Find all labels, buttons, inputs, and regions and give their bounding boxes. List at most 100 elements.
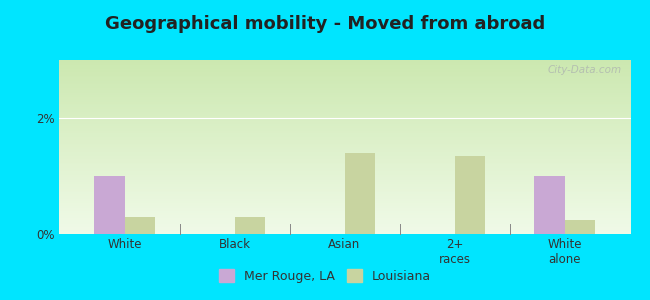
Bar xyxy=(58,199,630,201)
Bar xyxy=(125,217,155,234)
Bar xyxy=(58,168,630,170)
Bar xyxy=(58,138,630,140)
Bar xyxy=(58,81,630,82)
Bar xyxy=(58,166,630,168)
Bar xyxy=(58,121,630,123)
Bar xyxy=(58,93,630,95)
Bar xyxy=(58,220,630,222)
Bar xyxy=(58,67,630,69)
Bar xyxy=(58,178,630,180)
Bar xyxy=(58,147,630,149)
Bar xyxy=(58,197,630,199)
Bar xyxy=(58,90,630,91)
Bar xyxy=(58,60,630,62)
Bar xyxy=(58,151,630,152)
Bar xyxy=(58,128,630,130)
Bar xyxy=(534,176,564,234)
Bar xyxy=(58,112,630,114)
Bar xyxy=(58,154,630,156)
Bar xyxy=(58,135,630,137)
Text: City-Data.com: City-Data.com xyxy=(548,65,622,75)
Bar xyxy=(235,217,265,234)
Bar xyxy=(58,175,630,177)
Bar xyxy=(58,159,630,161)
Bar xyxy=(58,116,630,117)
Bar xyxy=(58,196,630,197)
Bar xyxy=(58,131,630,133)
Bar xyxy=(58,156,630,158)
Bar xyxy=(58,110,630,112)
Bar xyxy=(58,230,630,232)
Bar xyxy=(58,64,630,65)
Bar xyxy=(58,136,630,138)
Bar xyxy=(58,119,630,121)
Bar xyxy=(58,105,630,107)
Bar xyxy=(58,114,630,116)
Bar xyxy=(58,65,630,67)
Bar xyxy=(58,190,630,192)
Bar xyxy=(58,74,630,76)
Bar xyxy=(58,177,630,178)
Bar xyxy=(58,218,630,220)
Bar xyxy=(58,171,630,173)
Bar xyxy=(58,124,630,126)
Bar xyxy=(58,152,630,154)
Bar xyxy=(58,69,630,70)
Bar xyxy=(94,176,125,234)
Bar xyxy=(58,164,630,166)
Bar xyxy=(58,187,630,189)
Bar xyxy=(58,189,630,190)
Bar xyxy=(58,91,630,93)
Bar xyxy=(58,79,630,81)
Bar xyxy=(58,213,630,215)
Bar xyxy=(58,185,630,187)
Bar xyxy=(58,77,630,79)
Bar xyxy=(454,156,486,234)
Bar xyxy=(58,184,630,185)
Bar xyxy=(58,88,630,90)
Bar xyxy=(58,158,630,159)
Bar xyxy=(58,103,630,105)
Bar xyxy=(58,180,630,182)
Legend: Mer Rouge, LA, Louisiana: Mer Rouge, LA, Louisiana xyxy=(214,264,436,288)
Bar xyxy=(58,145,630,147)
Bar xyxy=(58,206,630,208)
Bar xyxy=(58,215,630,217)
Bar xyxy=(58,225,630,227)
Bar xyxy=(58,126,630,128)
Bar xyxy=(58,86,630,88)
Bar xyxy=(58,82,630,84)
Bar xyxy=(58,163,630,164)
Bar xyxy=(58,217,630,218)
Bar xyxy=(58,143,630,145)
Bar xyxy=(58,102,630,103)
Bar xyxy=(58,140,630,142)
Bar xyxy=(58,212,630,213)
Bar xyxy=(58,208,630,210)
Bar xyxy=(58,97,630,98)
Bar xyxy=(58,70,630,72)
Bar xyxy=(58,194,630,196)
Bar xyxy=(58,192,630,194)
Bar xyxy=(58,204,630,206)
Bar xyxy=(58,149,630,151)
Bar xyxy=(58,232,630,234)
Bar xyxy=(58,142,630,143)
Bar xyxy=(58,227,630,229)
Bar xyxy=(564,220,595,234)
Bar xyxy=(58,133,630,135)
Bar xyxy=(58,161,630,163)
Bar xyxy=(58,201,630,203)
Bar xyxy=(58,109,630,110)
Bar xyxy=(58,229,630,230)
Bar xyxy=(58,72,630,74)
Bar xyxy=(58,98,630,100)
Bar xyxy=(58,182,630,184)
Text: Geographical mobility - Moved from abroad: Geographical mobility - Moved from abroa… xyxy=(105,15,545,33)
Bar xyxy=(58,100,630,102)
Bar xyxy=(58,203,630,204)
Bar xyxy=(344,153,375,234)
Bar xyxy=(58,117,630,119)
Bar xyxy=(58,130,630,131)
Bar xyxy=(58,95,630,97)
